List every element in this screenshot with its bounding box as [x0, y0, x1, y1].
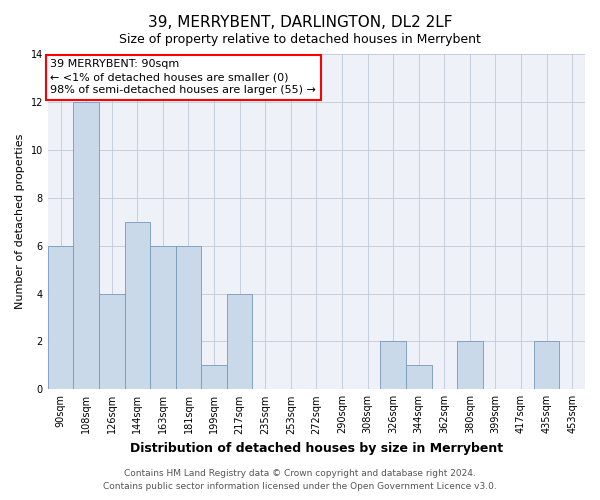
Bar	[227, 294, 253, 390]
Bar	[176, 246, 201, 390]
Bar	[73, 102, 99, 390]
Bar	[380, 342, 406, 390]
Bar	[99, 294, 125, 390]
Text: Contains HM Land Registry data © Crown copyright and database right 2024.
Contai: Contains HM Land Registry data © Crown c…	[103, 470, 497, 491]
X-axis label: Distribution of detached houses by size in Merrybent: Distribution of detached houses by size …	[130, 442, 503, 455]
Bar	[201, 366, 227, 390]
Y-axis label: Number of detached properties: Number of detached properties	[15, 134, 25, 310]
Bar	[534, 342, 559, 390]
Bar	[150, 246, 176, 390]
Text: 39, MERRYBENT, DARLINGTON, DL2 2LF: 39, MERRYBENT, DARLINGTON, DL2 2LF	[148, 15, 452, 30]
Text: Size of property relative to detached houses in Merrybent: Size of property relative to detached ho…	[119, 32, 481, 46]
Bar	[48, 246, 73, 390]
Bar	[457, 342, 482, 390]
Bar	[406, 366, 431, 390]
Text: 39 MERRYBENT: 90sqm
← <1% of detached houses are smaller (0)
98% of semi-detache: 39 MERRYBENT: 90sqm ← <1% of detached ho…	[50, 59, 316, 96]
Bar	[125, 222, 150, 390]
